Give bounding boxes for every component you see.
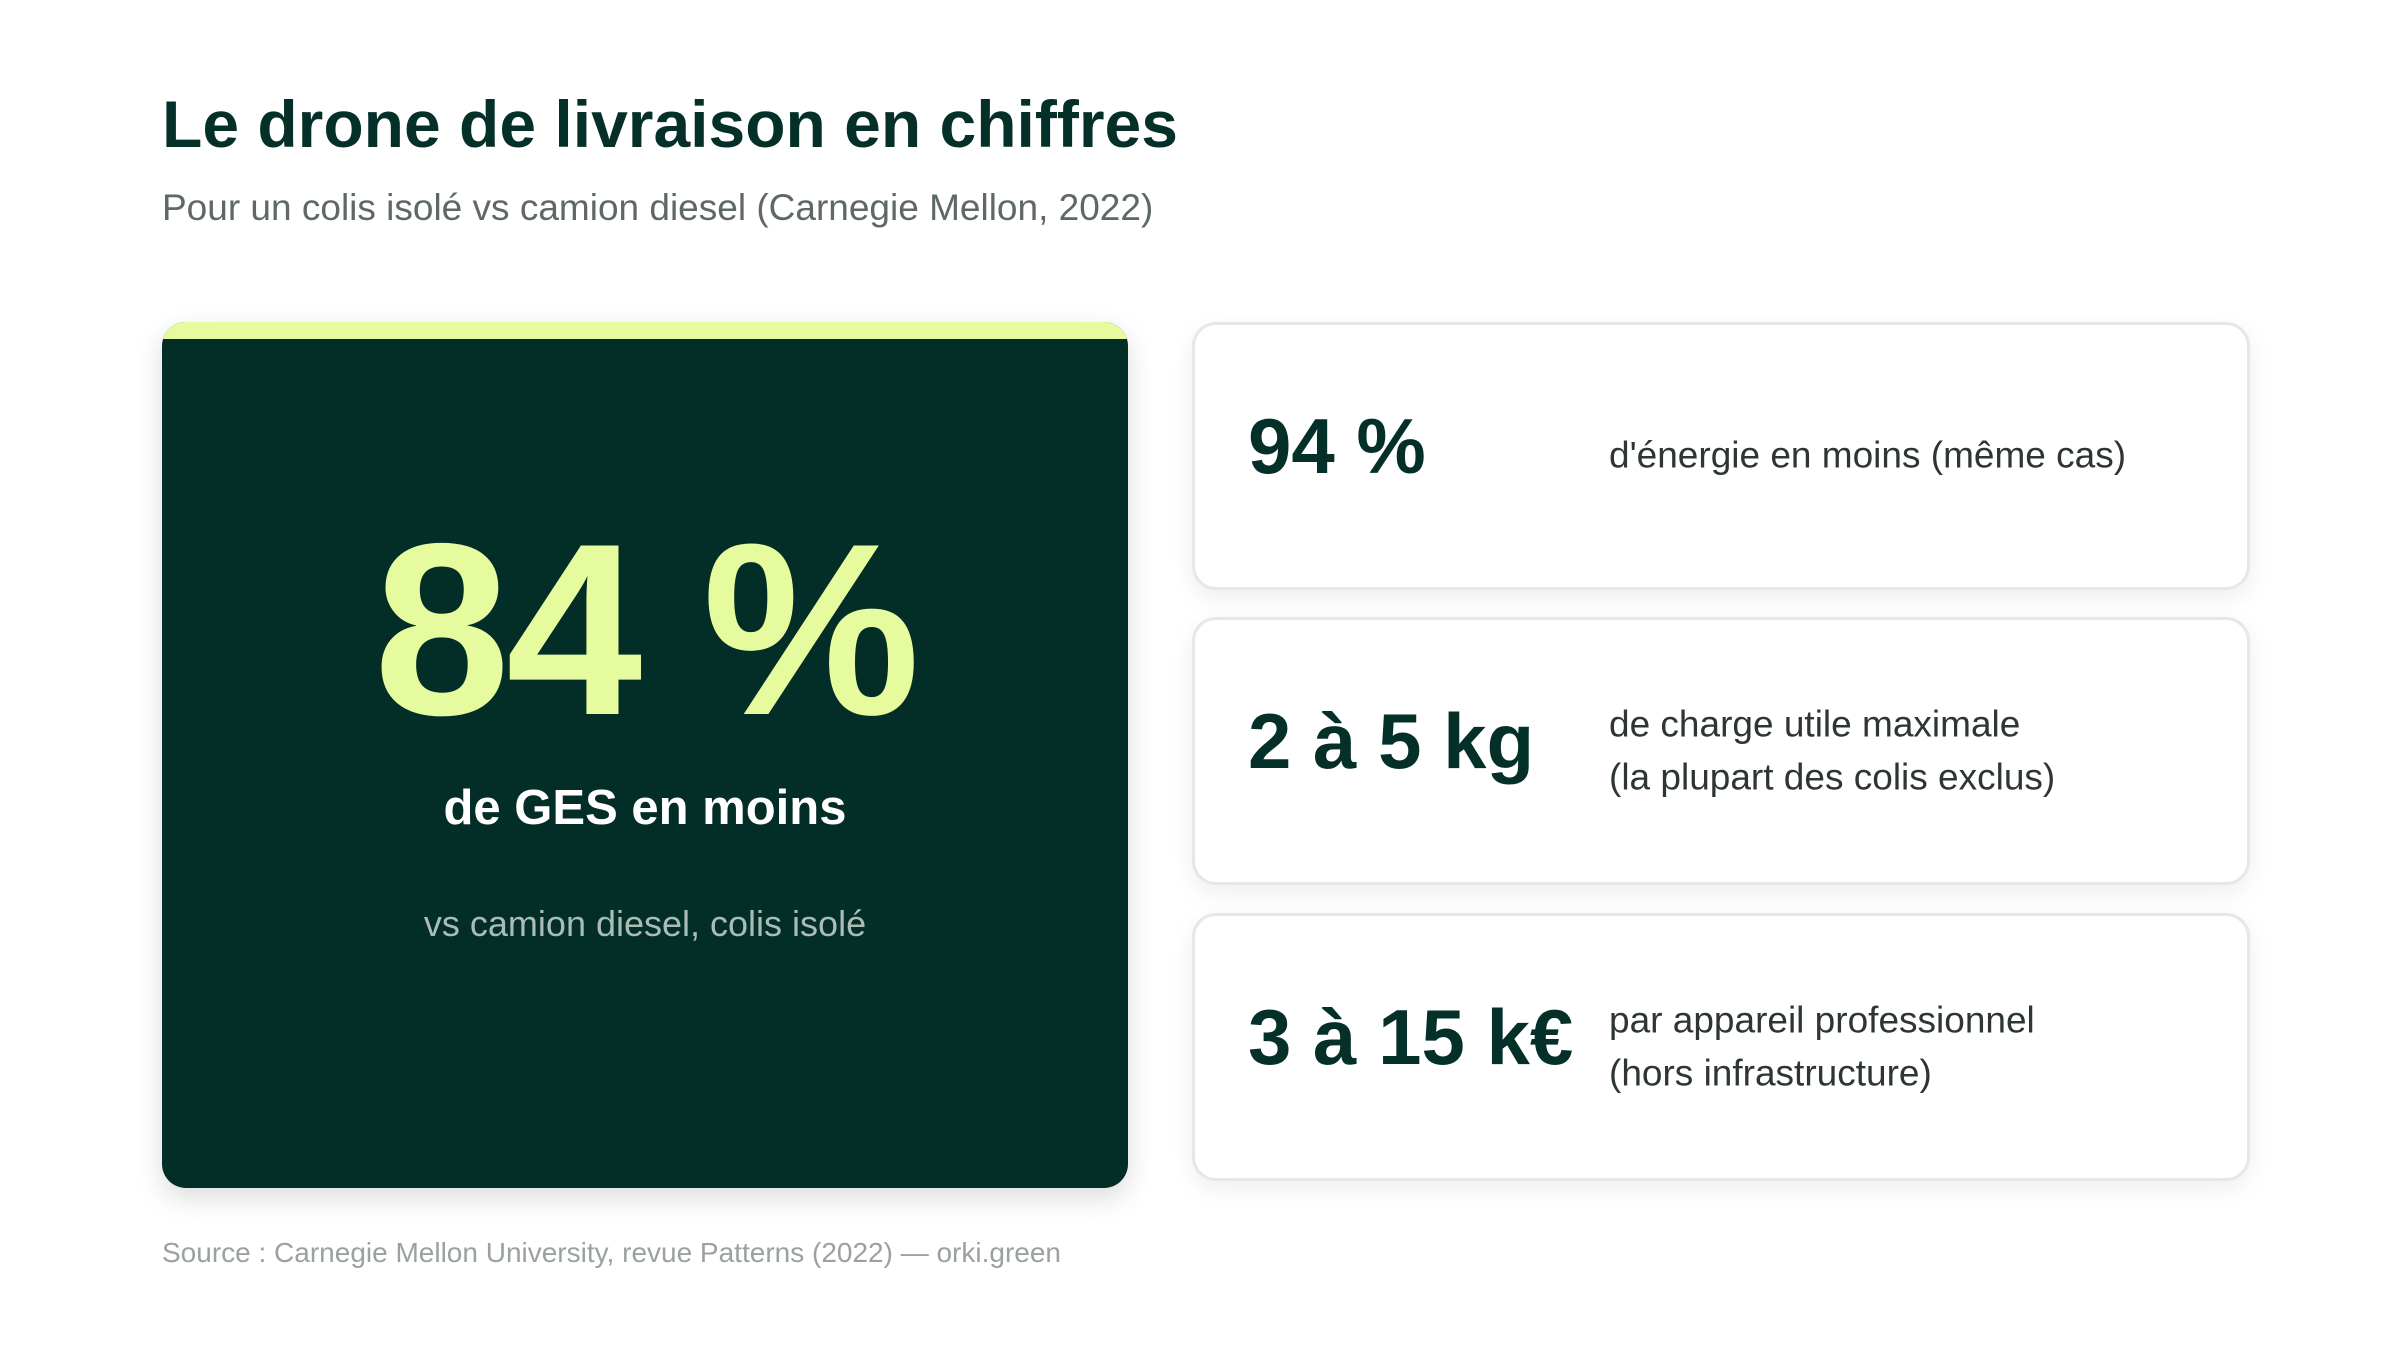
source-note: Source : Carnegie Mellon University, rev…	[162, 1237, 1061, 1268]
hero-accent-bar	[162, 322, 1128, 339]
stat-card-energy: 94 % d'énergie en moins (même cas)	[1192, 322, 2250, 590]
hero-stat-value: 84 %	[373, 492, 920, 766]
hero-stat-label: de GES en moins	[443, 781, 847, 835]
stat-card-cost: 3 à 15 k€ par appareil professionnel (ho…	[1192, 913, 2250, 1181]
hero-stat-card: 84 % de GES en moins vs camion diesel, c…	[162, 322, 1128, 1188]
stat-card-description: de charge utile maximale (la plupart des…	[1609, 703, 2056, 797]
hero-stat-note: vs camion diesel, colis isolé	[423, 903, 867, 944]
page-title: Le drone de livraison en chiffres	[162, 87, 1178, 161]
stat-card-value: 94 %	[1248, 402, 1426, 490]
page-subtitle: Pour un colis isolé vs camion diesel (Ca…	[162, 187, 1154, 228]
stat-card-value: 2 à 5 kg	[1248, 697, 1535, 785]
stat-card-payload: 2 à 5 kg de charge utile maximale (la pl…	[1192, 617, 2250, 885]
stat-card-description: par appareil professionnel (hors infrast…	[1609, 999, 2035, 1093]
stat-card-description: d'énergie en moins (même cas)	[1609, 434, 2127, 476]
stat-card-value: 3 à 15 k€	[1248, 993, 1574, 1081]
